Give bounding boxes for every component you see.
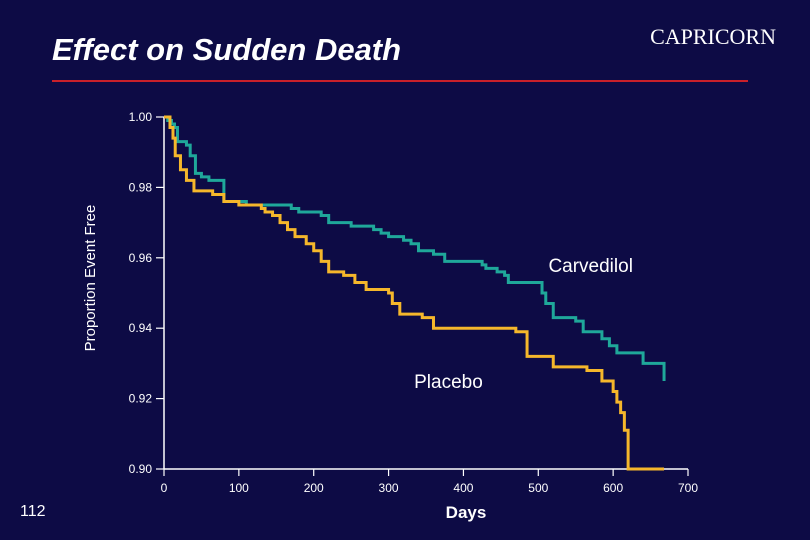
series-label-carvedilol: Carvedilol bbox=[548, 256, 632, 277]
x-tick-label: 600 bbox=[603, 481, 623, 495]
y-axis-title: Proportion Event Free bbox=[82, 205, 99, 352]
slide-title: Effect on Sudden Death bbox=[52, 32, 402, 67]
x-tick-label: 200 bbox=[304, 481, 324, 495]
x-tick-label: 100 bbox=[229, 481, 249, 495]
y-tick-label: 0.96 bbox=[129, 251, 153, 265]
y-tick-label: 1.00 bbox=[129, 110, 153, 124]
study-name: CAPRICORN bbox=[650, 24, 776, 49]
y-tick-label: 0.92 bbox=[129, 392, 153, 406]
x-tick-label: 700 bbox=[678, 481, 698, 495]
y-tick-label: 0.90 bbox=[129, 462, 153, 476]
x-tick-label: 500 bbox=[528, 481, 548, 495]
y-tick-label: 0.94 bbox=[129, 321, 153, 335]
x-tick-label: 300 bbox=[379, 481, 399, 495]
y-tick-label: 0.98 bbox=[129, 180, 153, 194]
x-tick-label: 0 bbox=[161, 481, 168, 495]
series-line-carvedilol bbox=[164, 115, 666, 381]
x-axis-title: Days bbox=[446, 503, 487, 522]
series-line-placebo bbox=[164, 115, 665, 471]
x-tick-label: 400 bbox=[453, 481, 473, 495]
title-rule bbox=[52, 80, 748, 82]
series-label-placebo: Placebo bbox=[414, 372, 483, 393]
slide-number: 112 bbox=[20, 503, 46, 520]
